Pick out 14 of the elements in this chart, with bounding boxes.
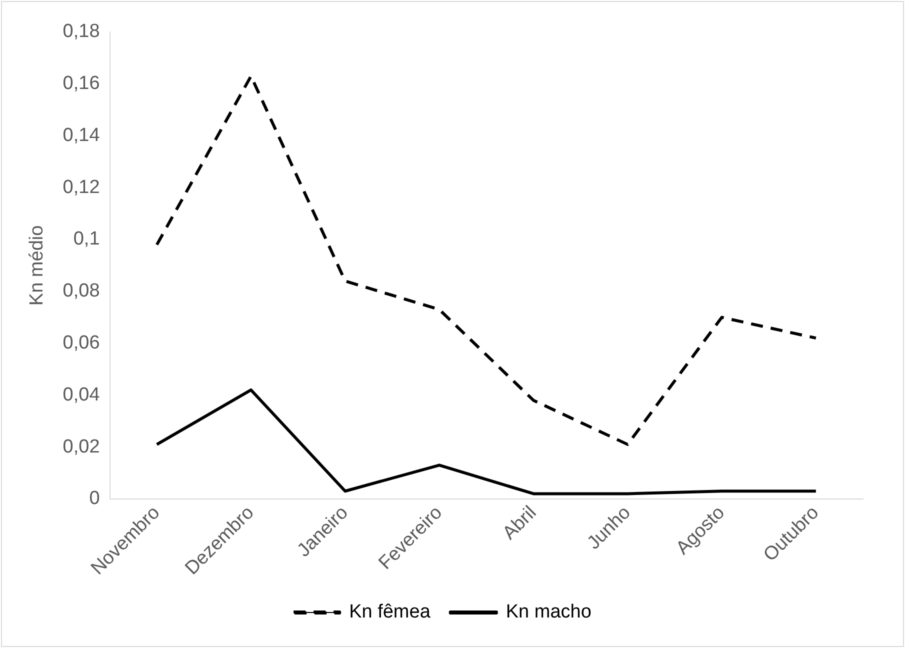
line-series: [155, 74, 818, 446]
y-tick-label: 0,02: [62, 436, 100, 458]
legend-label: Kn macho: [506, 602, 592, 623]
y-tick-label: 0: [89, 488, 100, 510]
legend-label: Kn fêmea: [349, 602, 431, 623]
y-tick-label: 0,16: [62, 73, 100, 94]
y-tick-label: 0,04: [62, 384, 100, 406]
y-tick-label: 0,14: [62, 124, 100, 146]
y-tick-label: 0,12: [62, 176, 100, 198]
y-axis-title: Kn médio: [26, 225, 48, 306]
y-tick-label: 0,18: [62, 21, 100, 42]
y-tick-label: 0,1: [73, 228, 100, 250]
y-tick-label: 0,08: [62, 280, 100, 302]
y-tick-label: 0,06: [62, 332, 100, 354]
